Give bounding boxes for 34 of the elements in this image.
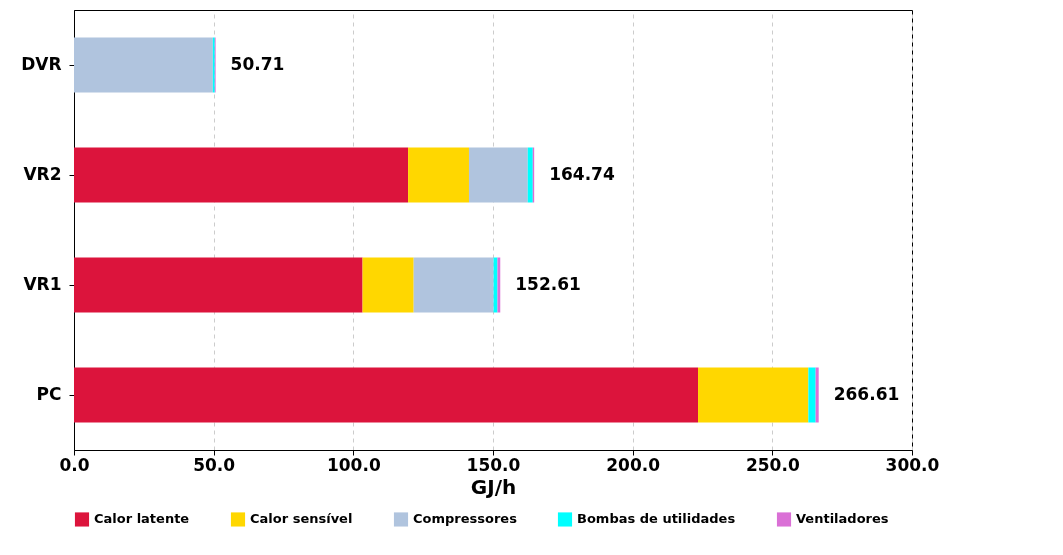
legend-label: Calor latente — [94, 511, 190, 527]
bar — [74, 367, 699, 423]
x-axis-title: GJ/h — [470, 474, 517, 499]
total-label: 152.61 — [515, 274, 581, 294]
y-tick-label: VR1 — [23, 274, 62, 294]
legend-label: Bombas de utilidades — [577, 511, 736, 527]
x-tick-label: 100.0 — [326, 454, 381, 475]
x-tick-label: 250.0 — [745, 454, 800, 475]
y-tick-label: DVR — [21, 54, 62, 74]
x-tick-label: 200.0 — [606, 454, 661, 475]
y-tick-label: VR2 — [23, 164, 62, 184]
bar — [362, 257, 414, 313]
x-tick-label: 0.0 — [59, 454, 90, 475]
bar — [74, 257, 363, 313]
bar — [698, 367, 809, 423]
bar — [408, 147, 469, 203]
bar — [468, 147, 528, 203]
bar — [815, 367, 819, 423]
legend-label: Compressores — [413, 511, 518, 527]
bar — [74, 147, 409, 203]
bar — [74, 37, 213, 93]
y-tick-label: PC — [36, 384, 62, 404]
bar — [497, 257, 501, 313]
total-label: 50.71 — [230, 54, 285, 74]
x-tick-label: 150.0 — [466, 454, 521, 475]
bar — [527, 147, 533, 203]
total-label: 164.74 — [549, 164, 615, 184]
x-tick-label: 50.0 — [193, 454, 236, 475]
x-tick-label: 300.0 — [885, 454, 940, 475]
legend-label: Calor sensível — [250, 511, 353, 527]
legend-label: Ventiladores — [796, 511, 889, 527]
total-label: 266.61 — [833, 384, 900, 404]
bar — [808, 367, 816, 423]
bar — [413, 257, 494, 313]
